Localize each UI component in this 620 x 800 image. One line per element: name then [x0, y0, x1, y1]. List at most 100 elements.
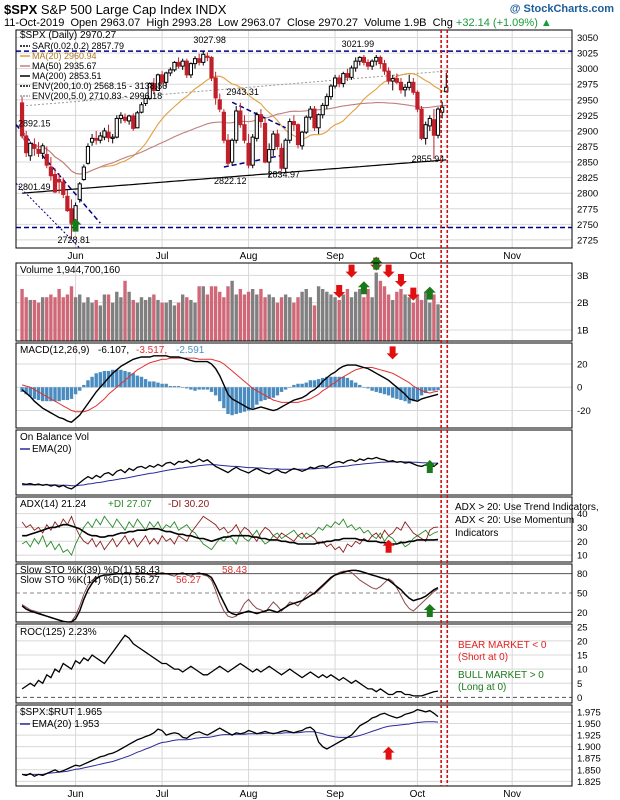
price-annotation: 2855.94	[412, 154, 445, 164]
volume-bar	[436, 304, 440, 341]
month-tick-label: Jul	[156, 251, 169, 262]
price-legend-item: SAR(0.02,0.2) 2857.79	[32, 41, 124, 51]
candle-down	[61, 181, 66, 195]
roc-panel	[15, 623, 573, 704]
macd-histogram-bar	[98, 372, 103, 388]
obv-ema-title: EMA(20)	[32, 444, 71, 455]
volume-bar	[391, 299, 395, 341]
month-tick-label: Jun	[68, 789, 84, 800]
price-tick-label: 2850	[577, 158, 598, 169]
volume-bar	[49, 294, 53, 341]
macd-histogram-bar	[148, 381, 152, 388]
macd-histogram-bar	[45, 387, 49, 402]
chart-title: $SPX S&P 500 Large Cap Index INDX	[4, 2, 226, 17]
stochastic-tick-label: 50	[577, 589, 588, 600]
candle-down	[209, 56, 214, 79]
macd-histogram-bar	[316, 379, 321, 388]
stochastic-14-title: Slow STO %K(14) %D(1) 56.27	[20, 575, 160, 586]
adx-title: ADX(14) 21.24	[20, 499, 87, 510]
candle-down	[205, 55, 210, 58]
volume-bar	[123, 280, 127, 341]
candle-down	[52, 174, 58, 193]
candle-down	[36, 149, 41, 154]
macd-red-arrow	[386, 346, 399, 360]
volume-bar	[316, 286, 321, 341]
chg-value: +32.14 (+1.09%)	[455, 17, 538, 29]
stochastic-panel	[15, 563, 573, 623]
candle-up	[320, 104, 325, 116]
volume-bar	[432, 294, 436, 341]
ratio-tick-label: 1.850	[577, 765, 601, 776]
macd-histogram-bar	[222, 387, 226, 409]
high-value: 2993.28	[172, 17, 212, 29]
macd-histogram-bar	[172, 386, 177, 388]
adx-red-arrow	[382, 539, 395, 553]
macd-histogram-bar	[325, 376, 329, 388]
adx-tick-label: 10	[577, 551, 588, 562]
volume-bar	[168, 299, 173, 341]
ma200-line	[22, 159, 447, 194]
ratio-line	[21, 708, 439, 778]
volume-bar	[308, 297, 313, 341]
volume-bar	[40, 297, 45, 341]
candle-up	[308, 108, 313, 118]
low-label: Low	[217, 17, 239, 29]
macd-histogram-bar	[193, 387, 197, 391]
candle-up	[435, 108, 441, 136]
minus-di-value: -DI 30.20	[168, 499, 210, 510]
volume-bar	[411, 302, 416, 341]
volume-bar	[370, 297, 374, 341]
candle-down	[246, 142, 251, 166]
macd-histogram-bar	[283, 387, 288, 390]
stochastic-39-value: 58.43	[222, 565, 247, 576]
volume-bar	[106, 294, 111, 341]
adx-annotation: ADX > 20: Use Trend Indicators,	[455, 502, 599, 513]
candle-up	[143, 98, 148, 104]
macd-histogram-bar	[337, 376, 341, 388]
volume-bar	[201, 286, 205, 341]
plus-di-value: +DI 27.07	[108, 499, 152, 510]
obv-panel	[15, 429, 573, 496]
candle-up	[89, 137, 95, 143]
macd-histogram-bar	[374, 387, 378, 392]
obv-ema-line	[22, 461, 438, 487]
macd-histogram-bar	[189, 387, 193, 390]
candle-down	[213, 77, 218, 99]
roc-tick-label: 20	[577, 636, 588, 647]
volume-bar	[263, 297, 267, 341]
price-tick-label: 3025	[577, 49, 598, 60]
candle-up	[102, 130, 107, 138]
stochastic-green-arrow	[423, 604, 436, 618]
open-value: 2963.07	[100, 17, 141, 29]
month-tick-label: Jul	[156, 789, 169, 800]
volume-panel	[15, 262, 573, 342]
macd-histogram-bar	[419, 387, 424, 396]
volume-red-arrow	[407, 287, 420, 301]
macd-histogram-bar	[436, 387, 440, 391]
stochastic-39-title: Slow STO %K(39) %D(1) 58.43	[20, 565, 160, 576]
macd-tick-label: -20	[577, 406, 591, 417]
candle-up	[28, 142, 33, 157]
macd-histogram-bar	[415, 387, 420, 401]
macd-histogram-bar	[94, 373, 98, 388]
volume-label: Volume	[364, 17, 401, 29]
volume-bar	[218, 291, 222, 341]
volume-bar	[358, 289, 362, 341]
price-annotation: 2801.49	[18, 182, 51, 192]
price-tick-label: 3050	[577, 33, 598, 44]
macd-histogram-bar	[259, 387, 263, 402]
volume-bar	[415, 294, 420, 341]
candle-up	[328, 85, 334, 98]
volume-bar	[20, 289, 24, 341]
price-tick-label: 2875	[577, 142, 598, 153]
candle-down	[337, 77, 342, 85]
volume-bar	[78, 294, 82, 341]
macd-histogram-bar	[399, 387, 403, 401]
triangle-resistance-line	[231, 101, 286, 129]
macd-histogram-bar	[275, 387, 280, 396]
macd-histogram-bar	[218, 387, 222, 402]
macd-histogram-bar	[131, 373, 135, 388]
candle-up	[164, 72, 169, 83]
macd-histogram-bar	[250, 387, 255, 409]
ratio-tick-label: 1.825	[577, 777, 601, 788]
